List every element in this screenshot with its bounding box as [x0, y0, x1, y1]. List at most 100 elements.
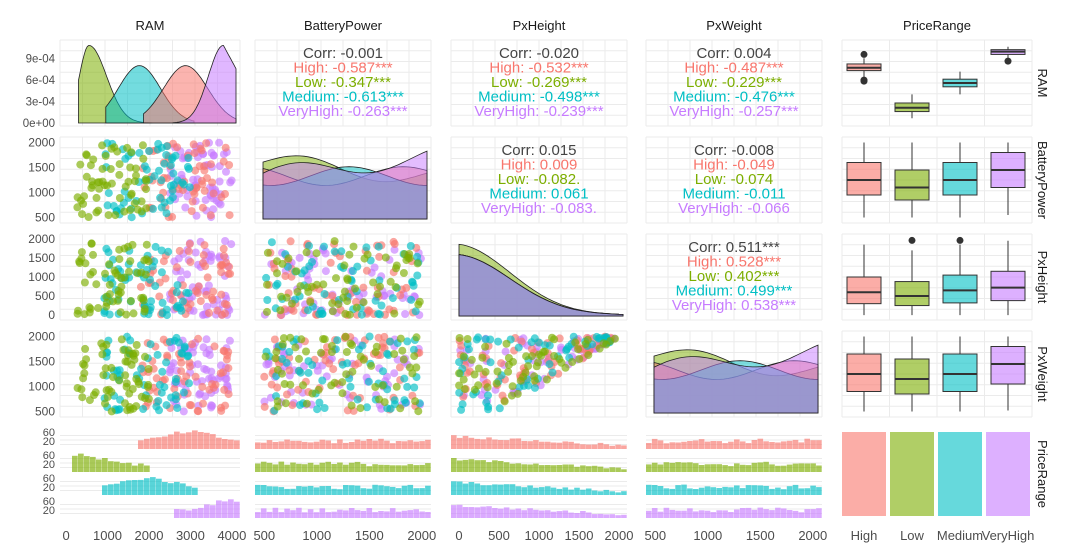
histogram-ram-high	[60, 429, 240, 449]
box-high	[846, 162, 882, 196]
histogram-bar	[810, 440, 816, 449]
scatter-point	[413, 259, 422, 268]
scatter-point	[115, 160, 124, 169]
histogram-pxweight-high	[646, 429, 822, 449]
histogram-bar	[210, 434, 216, 449]
scatter-point	[162, 401, 171, 410]
histogram-bar	[585, 512, 592, 518]
histogram-bar	[675, 442, 681, 449]
scatter-point	[220, 347, 229, 356]
scatter-point	[124, 177, 133, 186]
histogram-bar	[657, 464, 664, 472]
scatter-point	[329, 365, 338, 374]
correlation-label-high: High: -0.587***	[293, 60, 392, 77]
scatter-point	[151, 282, 160, 290]
histogram-pxheight-veryhigh	[451, 498, 627, 518]
histogram-bar	[757, 485, 764, 495]
correlation-label-medium: Medium: -0.476***	[673, 89, 795, 106]
histogram-bar	[710, 441, 717, 449]
scatter-point	[494, 337, 503, 346]
histogram-bar	[186, 432, 192, 449]
scatter-point	[306, 298, 315, 306]
histogram-bar	[331, 488, 337, 495]
density-veryhigh	[458, 254, 624, 317]
scatter-point	[177, 367, 186, 376]
histogram-bar	[301, 441, 308, 449]
histogram-bar	[704, 441, 711, 449]
histogram-bar	[180, 483, 186, 495]
histogram-bar	[180, 433, 186, 449]
scatter-point	[455, 369, 464, 378]
scatter-point	[338, 378, 347, 387]
scatter-point	[459, 352, 468, 361]
scatter-point	[114, 290, 123, 299]
scatter-point	[359, 283, 368, 292]
histogram-bar	[533, 440, 539, 449]
histogram-bar	[663, 462, 670, 472]
histogram-bar	[646, 464, 652, 472]
scatter-point	[210, 342, 219, 351]
scatter-point	[568, 358, 577, 366]
histogram-bar	[325, 512, 331, 518]
bar-low	[890, 432, 934, 516]
scatter-point	[131, 349, 140, 358]
scatter-point	[504, 360, 513, 369]
scatter-point	[532, 362, 541, 371]
scatter-point	[89, 250, 97, 259]
histogram-bar	[384, 464, 390, 472]
histogram-bar	[348, 462, 355, 472]
scatter-point	[362, 243, 371, 252]
scatter-point	[411, 397, 420, 406]
scatter-point	[455, 358, 464, 367]
scatter-point	[398, 346, 407, 355]
histogram-bar	[174, 509, 180, 518]
correlation-label-corr: Corr: -0.001	[303, 45, 383, 62]
histogram-bar	[389, 443, 396, 449]
histogram-bar	[419, 488, 425, 495]
histogram-bar	[451, 505, 457, 518]
histogram-bar	[816, 440, 822, 449]
scatter-point	[406, 242, 415, 250]
scatter-point	[137, 392, 146, 401]
histogram-pxweight-veryhigh	[646, 498, 822, 518]
histogram-bar	[609, 514, 615, 518]
histogram-bar	[792, 463, 799, 472]
histogram-bar	[492, 439, 498, 449]
scatter-point	[160, 159, 169, 168]
scatter-point	[196, 297, 205, 306]
histogram-bar	[603, 514, 610, 518]
histogram-bar	[556, 488, 563, 495]
scatter-point	[117, 335, 126, 344]
box-low	[894, 169, 930, 201]
histogram-bar	[150, 477, 156, 495]
scatter-point	[262, 360, 271, 369]
y-tick-label: 500	[35, 405, 55, 419]
y-tick-label: 3e-04	[26, 97, 56, 109]
histogram-bar	[343, 510, 349, 518]
correlation-label-low: Low: -0.074	[695, 171, 773, 188]
histogram-bar	[710, 464, 717, 472]
scatter-point	[321, 267, 330, 276]
histogram-bar	[745, 485, 752, 495]
histogram-bar	[354, 461, 361, 472]
scatter-point	[343, 359, 352, 368]
scatter-point	[314, 385, 323, 394]
histogram-bar	[325, 486, 331, 495]
scatter-point	[333, 336, 342, 345]
box-high	[846, 353, 882, 392]
histogram-bar	[192, 508, 198, 518]
histogram-bar	[775, 487, 781, 495]
scatter-point	[197, 146, 206, 155]
correlation-label-high: High: 0.009	[501, 157, 578, 174]
correlation-label-corr: Corr: 0.015	[501, 142, 576, 159]
histogram-bar	[290, 462, 296, 472]
histogram-bar	[734, 485, 740, 495]
x-tick-label: 1500	[565, 528, 594, 543]
histogram-bar	[384, 486, 390, 495]
scatter-point	[263, 296, 272, 304]
histogram-bar	[360, 488, 367, 495]
histogram-bar	[734, 439, 740, 449]
scatter-point	[98, 164, 107, 173]
x-tick-label: 500	[488, 528, 510, 543]
histogram-bar	[609, 445, 615, 449]
